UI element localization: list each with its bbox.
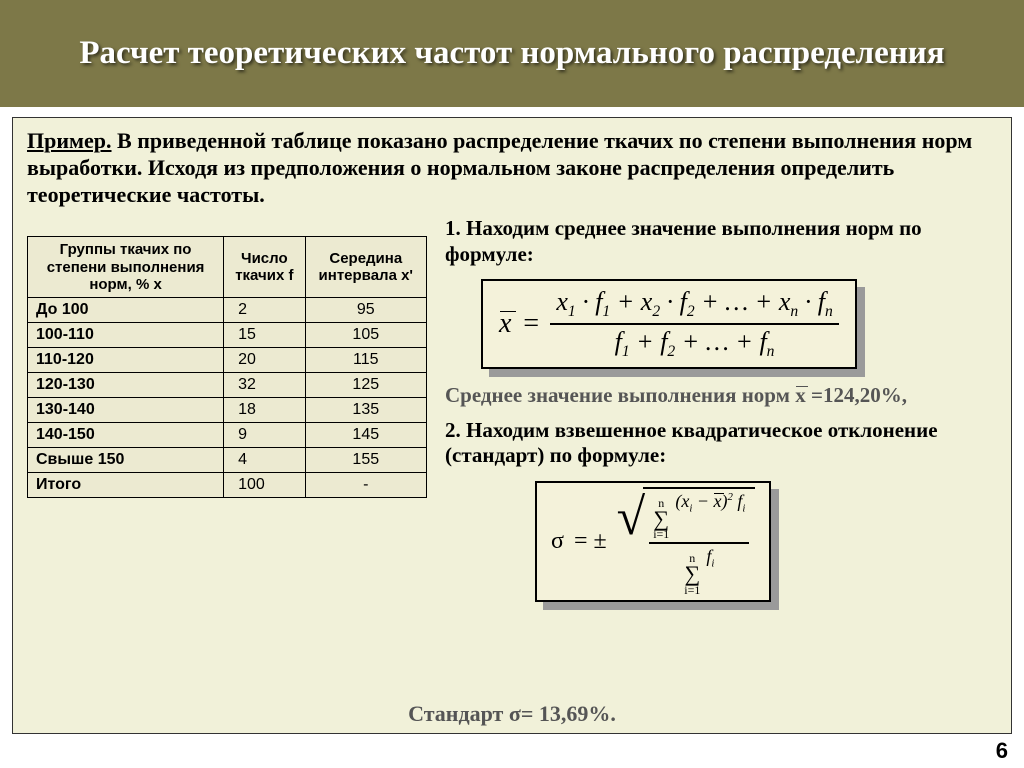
col-header-midpoint: Середина интервала x' <box>305 237 426 298</box>
body-row: Группы ткачих по степени выполнения норм… <box>27 216 997 612</box>
mean-note: Среднее значение выполнения норм x =124,… <box>445 383 997 408</box>
formula-1: x = x1 · f1 + x2 · f2 + … + xn · fn f1 +… <box>481 279 857 369</box>
slide: Расчет теоретических частот нормального … <box>0 0 1024 768</box>
table-row: Свыше 1504155 <box>28 448 427 473</box>
table-row: 140-1509145 <box>28 423 427 448</box>
formula-2: σ = ± √ n∑i=1 (xi − x)2 fi <box>535 481 771 603</box>
table-row: 100-11015105 <box>28 323 427 348</box>
sum-icon: n∑i=1 <box>684 552 700 596</box>
formula-2-container: σ = ± √ n∑i=1 (xi − x)2 fi <box>535 481 771 603</box>
page-number: 6 <box>996 738 1008 764</box>
step-1-text: 1. Находим среднее значение выполнения н… <box>445 216 997 266</box>
fraction-2: n∑i=1 (xi − x)2 fi n∑i=1 fi <box>649 491 749 597</box>
table-row: Итого100- <box>28 473 427 498</box>
fraction-2-den: n∑i=1 fi <box>680 546 718 596</box>
std-note: Стандарт σ= 13,69%. <box>408 701 616 727</box>
sqrt: √ n∑i=1 (xi − x)2 fi n∑i=1 <box>617 487 756 597</box>
sqrt-icon: √ <box>617 493 646 603</box>
data-table-wrap: Группы ткачих по степени выполнения норм… <box>27 216 427 612</box>
table-row: 110-12020115 <box>28 348 427 373</box>
table-row: 120-13032125 <box>28 373 427 398</box>
equals-pm: = ± <box>574 528 607 555</box>
fraction-2-num: n∑i=1 (xi − x)2 fi <box>649 491 749 541</box>
equals-sign: = <box>521 308 540 340</box>
step-2-text: 2. Находим взвешенное квадратическое отк… <box>445 418 997 468</box>
intro-lead: Пример. <box>27 128 112 153</box>
table-header-row: Группы ткачих по степени выполнения норм… <box>28 237 427 298</box>
xbar-icon: x <box>795 383 806 408</box>
col-header-count: Число ткачих f <box>224 237 305 298</box>
slide-title: Расчет теоретических частот нормального … <box>79 34 944 74</box>
table-body: До 100295 100-11015105 110-12020115 120-… <box>28 298 427 498</box>
fraction-1-num: x1 · f1 + x2 · f2 + … + xn · fn <box>550 287 838 321</box>
content-panel: Пример. В приведенной таблице показано р… <box>12 117 1012 734</box>
data-table: Группы ткачих по степени выполнения норм… <box>27 236 427 498</box>
fraction-1: x1 · f1 + x2 · f2 + … + xn · fn f1 + f2 … <box>550 287 838 361</box>
intro-text: В приведенной таблице показано распредел… <box>27 128 972 207</box>
xbar-symbol: x <box>499 308 511 340</box>
col-header-groups: Группы ткачих по степени выполнения норм… <box>28 237 224 298</box>
right-column: 1. Находим среднее значение выполнения н… <box>445 216 997 612</box>
table-row: До 100295 <box>28 298 427 323</box>
intro-paragraph: Пример. В приведенной таблице показано р… <box>27 128 997 208</box>
sigma-symbol: σ <box>551 528 564 555</box>
formula-1-container: x = x1 · f1 + x2 · f2 + … + xn · fn f1 +… <box>481 279 857 369</box>
table-row: 130-14018135 <box>28 398 427 423</box>
fraction-1-den: f1 + f2 + … + fn <box>609 327 781 361</box>
sum-icon: n∑i=1 <box>653 497 669 541</box>
title-bar: Расчет теоретических частот нормального … <box>0 0 1024 107</box>
